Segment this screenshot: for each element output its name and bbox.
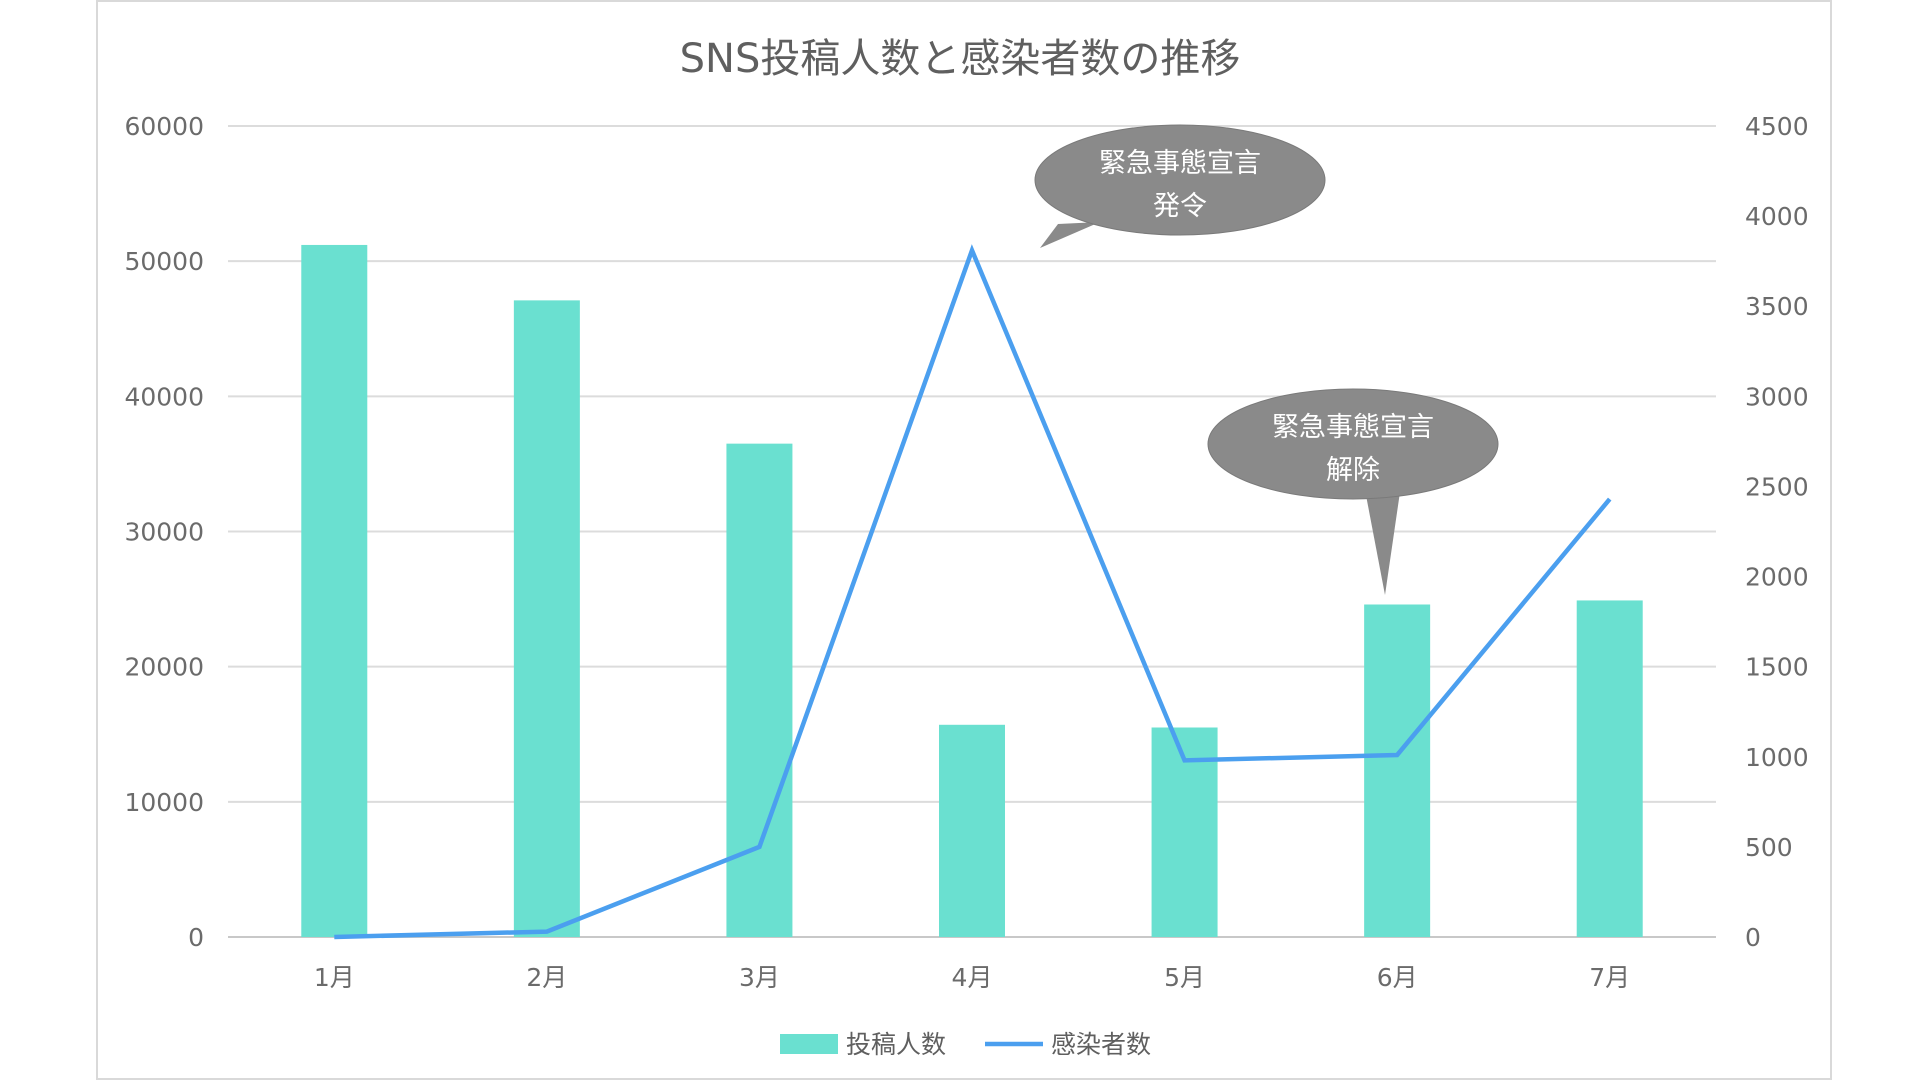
- right-tick-label: 500: [1745, 833, 1793, 862]
- x-tick-label: 2月: [526, 963, 567, 992]
- right-tick-label: 3500: [1745, 292, 1809, 321]
- callout-label: 緊急事態宣言: [1272, 412, 1434, 443]
- right-tick-label: 4500: [1745, 112, 1809, 141]
- line-series-infections: [334, 244, 1612, 940]
- infection-line: [334, 244, 1612, 940]
- right-tick-label: 4000: [1745, 202, 1809, 231]
- bar: [726, 443, 793, 937]
- bar-series-posts: [301, 244, 1643, 938]
- callout-tail: [1040, 222, 1100, 248]
- callout-ellipse: [1034, 124, 1326, 236]
- right-tick-label: 2500: [1745, 472, 1809, 501]
- x-tick-label: 1月: [314, 963, 355, 992]
- x-axis: 1月 2月 3月 4月 5月 6月 7月: [314, 963, 1630, 992]
- left-tick-label: 30000: [124, 518, 204, 547]
- x-tick-label: 6月: [1377, 963, 1418, 992]
- chart-title: SNS投稿人数と感染者数の推移: [680, 36, 1241, 82]
- callout-tail: [1365, 490, 1400, 595]
- left-tick-label: 0: [188, 923, 204, 952]
- callout-ellipse: [1207, 388, 1499, 500]
- left-tick-label: 60000: [124, 112, 204, 141]
- right-tick-label: 1000: [1745, 743, 1809, 772]
- legend: 投稿人数 感染者数: [780, 1030, 1151, 1059]
- left-tick-label: 40000: [124, 382, 204, 411]
- right-tick-label: 3000: [1745, 382, 1809, 411]
- bar: [301, 244, 368, 938]
- callout-label: 緊急事態宣言: [1099, 148, 1261, 179]
- left-tick-label: 50000: [124, 247, 204, 276]
- legend-swatch-bar: [780, 1034, 838, 1054]
- gridlines: [228, 125, 1716, 938]
- x-tick-label: 7月: [1589, 963, 1630, 992]
- right-tick-label: 1500: [1745, 653, 1809, 682]
- callout-label: 発令: [1153, 191, 1207, 222]
- legend-label: 投稿人数: [846, 1030, 946, 1059]
- right-tick-label: 2000: [1745, 563, 1809, 592]
- bar: [1576, 600, 1643, 937]
- callout-label: 解除: [1326, 455, 1380, 486]
- legend-label: 感染者数: [1051, 1030, 1151, 1059]
- bar: [1364, 604, 1431, 937]
- x-tick-label: 3月: [739, 963, 780, 992]
- right-y-axis: 0 500 1000 1500 2000 2500 3000 3500 4000 4500: [1745, 112, 1809, 952]
- x-tick-label: 4月: [952, 963, 993, 992]
- bar: [513, 300, 580, 937]
- left-y-axis: 0 10000 20000 30000 40000 50000 60000: [124, 112, 204, 952]
- x-tick-label: 5月: [1164, 963, 1205, 992]
- bar: [939, 724, 1005, 937]
- right-tick-label: 0: [1745, 923, 1761, 952]
- left-tick-label: 10000: [124, 788, 204, 817]
- left-tick-label: 20000: [124, 653, 204, 682]
